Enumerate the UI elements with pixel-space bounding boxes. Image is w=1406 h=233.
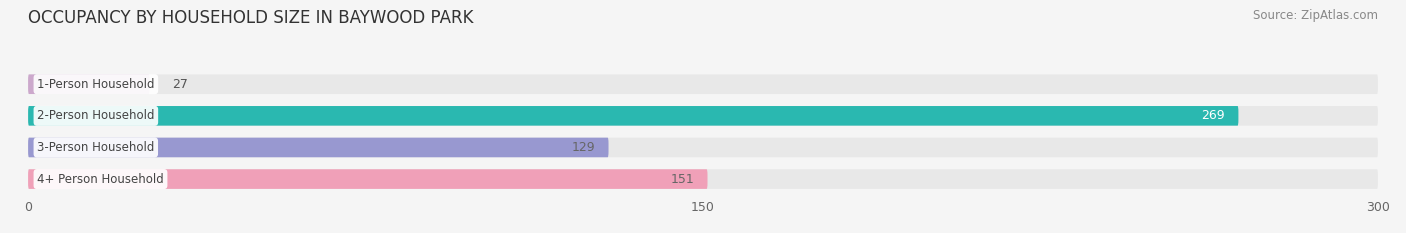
Text: 4+ Person Household: 4+ Person Household — [37, 173, 165, 185]
FancyBboxPatch shape — [28, 169, 1378, 189]
Text: 3-Person Household: 3-Person Household — [37, 141, 155, 154]
FancyBboxPatch shape — [28, 106, 1378, 126]
Text: 129: 129 — [571, 141, 595, 154]
FancyBboxPatch shape — [28, 169, 707, 189]
Text: 27: 27 — [172, 78, 188, 91]
FancyBboxPatch shape — [28, 138, 609, 157]
Text: 151: 151 — [671, 173, 695, 185]
FancyBboxPatch shape — [28, 106, 1239, 126]
Text: 2-Person Household: 2-Person Household — [37, 109, 155, 122]
Text: OCCUPANCY BY HOUSEHOLD SIZE IN BAYWOOD PARK: OCCUPANCY BY HOUSEHOLD SIZE IN BAYWOOD P… — [28, 9, 474, 27]
Text: 269: 269 — [1201, 109, 1225, 122]
Text: Source: ZipAtlas.com: Source: ZipAtlas.com — [1253, 9, 1378, 22]
FancyBboxPatch shape — [28, 74, 1378, 94]
Text: 1-Person Household: 1-Person Household — [37, 78, 155, 91]
FancyBboxPatch shape — [28, 74, 149, 94]
FancyBboxPatch shape — [28, 138, 1378, 157]
